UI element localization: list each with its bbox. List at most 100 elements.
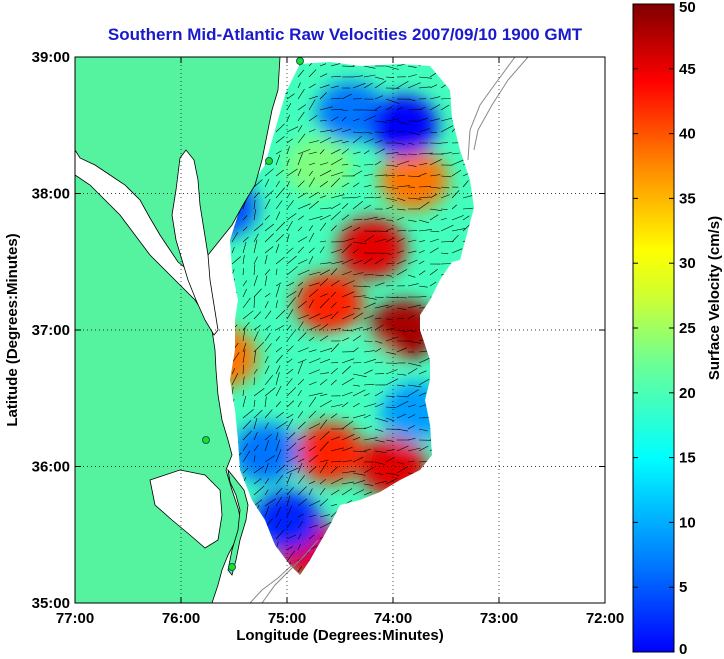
velocity-vector (308, 289, 319, 298)
velocity-vector (352, 384, 360, 387)
velocity-vector (286, 414, 294, 419)
velocity-vector (319, 106, 333, 111)
velocity-vector (341, 391, 353, 397)
velocity-vector (352, 450, 367, 453)
velocity-vector (264, 293, 271, 298)
velocity-vector (319, 498, 329, 507)
velocity-vector (374, 258, 384, 265)
station-marker[interactable] (265, 157, 273, 165)
land (75, 57, 281, 603)
velocity-vector (275, 325, 285, 331)
velocity-vector (253, 325, 261, 331)
velocity-vector (330, 108, 343, 111)
velocity-vector (352, 326, 363, 331)
velocity-vector (319, 269, 330, 276)
velocity-vector (407, 447, 421, 452)
velocity-vector (242, 322, 250, 331)
velocity-vector (275, 309, 286, 320)
velocity-vector (374, 274, 384, 276)
velocity-vector (363, 65, 376, 69)
velocity-vector (297, 236, 308, 243)
velocity-vector (308, 336, 315, 342)
velocity-vector (363, 204, 371, 210)
velocity-vector (308, 534, 315, 540)
velocity-vector (275, 221, 286, 232)
velocity-vector (275, 169, 284, 177)
velocity-vector (319, 431, 330, 441)
velocity-vector (363, 197, 375, 199)
velocity-vector (396, 160, 410, 166)
velocity-vector (319, 246, 325, 254)
velocity-vector (242, 443, 249, 452)
y-tick-label: 38:00 (32, 186, 70, 203)
velocity-vector (451, 204, 457, 210)
x-tick-label: 72:00 (586, 610, 624, 627)
velocity-vector (451, 159, 464, 166)
colorbar-tick-label: 45 (679, 61, 696, 78)
velocity-vector (275, 365, 281, 375)
velocity-vector (286, 387, 297, 397)
velocity-vector (286, 534, 297, 540)
velocity-vector (264, 168, 274, 177)
velocity-vector (440, 104, 450, 111)
velocity-vector (352, 402, 360, 408)
velocity-vector (242, 376, 245, 386)
velocity-vector (308, 247, 315, 254)
station-marker[interactable] (228, 563, 236, 571)
velocity-vector (330, 225, 337, 232)
velocity-vector (385, 237, 395, 243)
velocity-blob (327, 340, 396, 401)
velocity-vector (429, 84, 438, 89)
velocity-vector (407, 197, 422, 200)
velocity-vector (396, 237, 405, 243)
velocity-vector (429, 118, 440, 122)
velocity-vector (352, 219, 363, 221)
velocity-vector (462, 215, 470, 221)
colorbar-tick-label: 0 (679, 641, 687, 658)
velocity-vector (275, 150, 282, 155)
velocity-vector (286, 505, 293, 518)
velocity-vector (374, 80, 387, 89)
velocity-vector (330, 194, 345, 199)
velocity-vector (275, 300, 278, 309)
velocity-vector (363, 369, 373, 375)
velocity-vector (352, 164, 361, 167)
velocity-vector (286, 455, 299, 463)
velocity-vector (352, 83, 366, 89)
velocity-vector (319, 378, 328, 386)
velocity-vector (330, 76, 341, 78)
y-axis-label: Latitude (Degrees:Minutes) (4, 233, 21, 426)
velocity-vector (319, 323, 329, 331)
velocity-vector (286, 282, 295, 287)
velocity-vector (297, 458, 305, 463)
velocity-vector (385, 262, 396, 265)
velocity-vector (297, 400, 302, 408)
velocity-vector (253, 377, 255, 386)
y-tick-label: 35:00 (32, 595, 70, 612)
x-axis-label: Longitude (Degrees:Minutes) (236, 627, 444, 644)
velocity-vector (418, 76, 433, 79)
velocity-vector (374, 324, 384, 331)
x-tick-label: 73:00 (480, 610, 518, 627)
velocity-vector (253, 192, 260, 199)
velocity-vector (286, 103, 292, 111)
velocity-vector (297, 259, 308, 265)
colorbar-tick-label: 50 (679, 0, 696, 16)
velocity-vector (297, 149, 311, 155)
velocity-vector (253, 331, 259, 342)
velocity-vector (264, 455, 275, 463)
velocity-vector (352, 151, 361, 155)
velocity-vector (451, 215, 464, 221)
velocity-vector (363, 467, 374, 474)
velocity-vector (429, 193, 438, 199)
velocity-vector (374, 282, 385, 287)
velocity-vector (440, 252, 449, 255)
velocity-vector (407, 239, 417, 243)
station-marker[interactable] (296, 57, 304, 65)
x-axis: 77:00 76:00 75:00 74:00 73:00 72:00 (56, 57, 624, 627)
station-marker[interactable] (202, 436, 210, 444)
velocity-vector (451, 152, 460, 155)
velocity-vector (363, 383, 375, 386)
